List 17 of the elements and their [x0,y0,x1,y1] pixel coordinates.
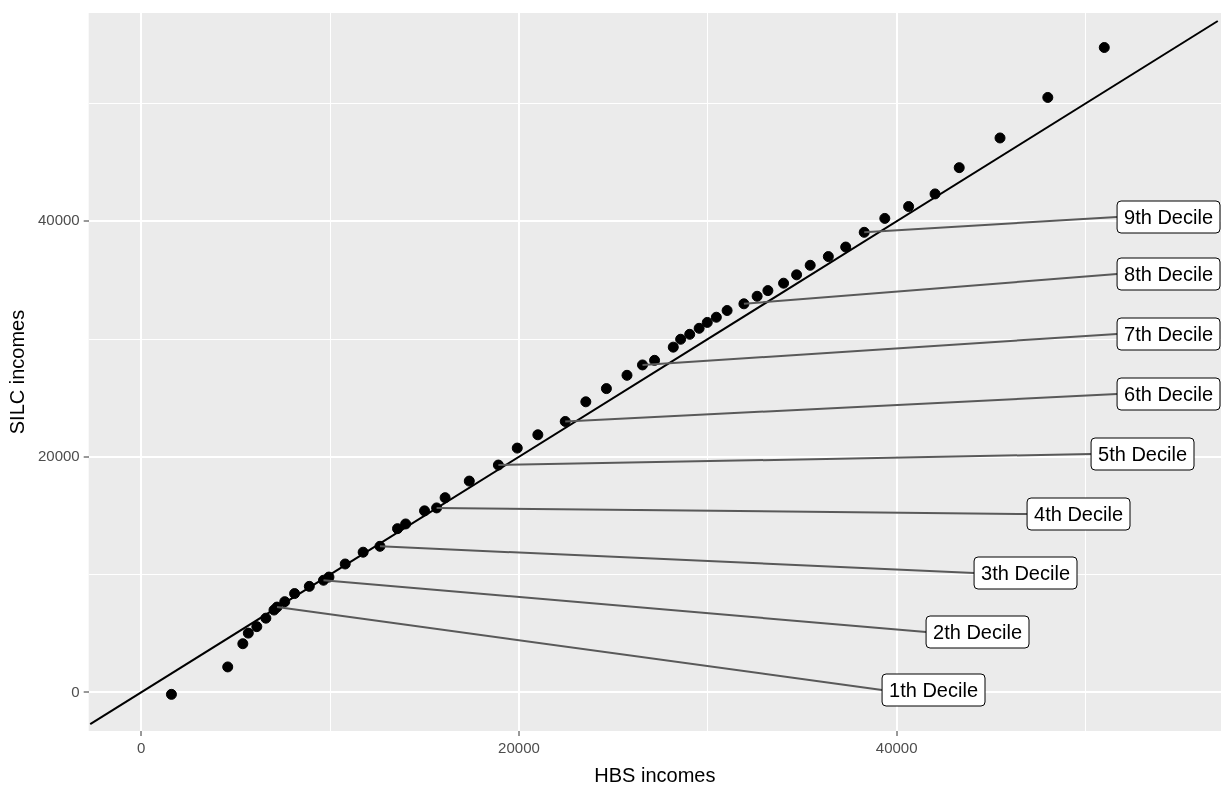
y-axis-title: SILC incomes [5,309,28,435]
annotation: 2th Decile [933,620,1022,643]
x-axis-title: HBS incomes [594,763,716,786]
annotation: 8th Decile [1124,262,1213,285]
x-tick-label: 40000 [875,739,918,757]
annotation: 6th Decile [1124,382,1213,405]
y-tick-label: 40000 [37,211,80,229]
y-tick-label: 0 [71,682,80,700]
x-tick-label: 20000 [498,739,540,757]
y-tick-label: 20000 [37,446,80,464]
annotation: 7th Decile [1124,322,1213,345]
x-tick-label: 0 [137,739,146,757]
annotation: 1th Decile [889,678,978,701]
annotation: 3th Decile [981,561,1070,584]
annotation: 9th Decile [1124,205,1213,228]
annotation: 4th Decile [1034,502,1123,525]
annotation: 5th Decile [1098,442,1187,465]
